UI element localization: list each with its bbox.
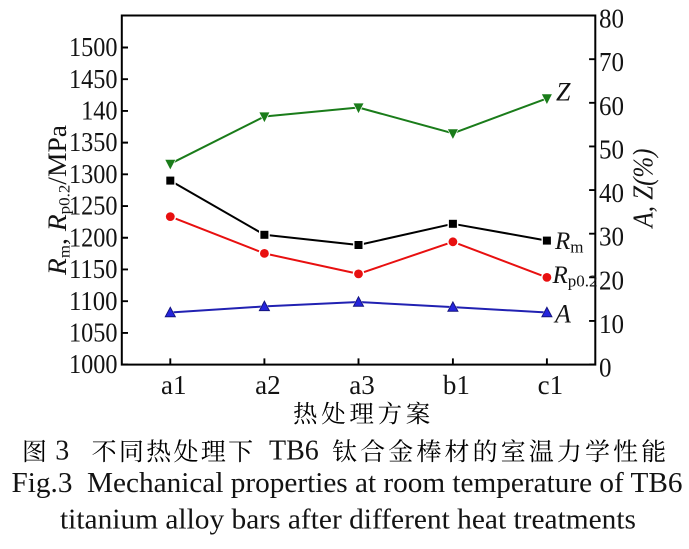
svg-text:1350: 1350 <box>69 127 118 157</box>
svg-text:60: 60 <box>599 91 624 121</box>
svg-text:40: 40 <box>599 178 624 208</box>
svg-text:30: 30 <box>599 222 624 252</box>
svg-text:Rm: Rm <box>554 228 584 257</box>
svg-text:1050: 1050 <box>69 318 118 348</box>
svg-text:TB6: TB6 <box>269 436 319 467</box>
svg-text:titanium alloy bars after diff: titanium alloy bars after different heat… <box>60 505 636 536</box>
svg-text:Fig.3 Mechanical properties a: Fig.3 Mechanical properties at room temp… <box>12 468 683 499</box>
svg-text:b1: b1 <box>443 370 470 400</box>
svg-text:a3: a3 <box>349 370 374 400</box>
svg-text:50: 50 <box>599 134 624 164</box>
svg-text:0: 0 <box>599 353 612 383</box>
svg-text:Rp0.2: Rp0.2 <box>552 262 598 291</box>
svg-text:1100: 1100 <box>69 286 118 316</box>
svg-text:1450: 1450 <box>69 64 118 94</box>
svg-text:1150: 1150 <box>69 254 118 284</box>
svg-text:140: 140 <box>81 96 117 126</box>
svg-text:1000: 1000 <box>69 349 118 379</box>
svg-text:A: A <box>553 300 571 329</box>
svg-text:c1: c1 <box>538 370 563 400</box>
svg-text:80: 80 <box>599 4 624 34</box>
svg-text:Rm, Rp0.2/MPa: Rm, Rp0.2/MPa <box>43 125 74 277</box>
svg-text:a2: a2 <box>255 370 280 400</box>
svg-text:Z: Z <box>556 78 571 107</box>
svg-text:70: 70 <box>599 47 624 77</box>
svg-text:A, Z(%): A, Z(%) <box>627 149 659 230</box>
svg-text:20: 20 <box>599 265 624 295</box>
svg-text:1200: 1200 <box>69 222 118 252</box>
svg-text:1500: 1500 <box>69 32 118 62</box>
svg-text:a1: a1 <box>161 370 186 400</box>
svg-text:1250: 1250 <box>69 191 118 221</box>
svg-text:10: 10 <box>599 309 624 339</box>
svg-text:3: 3 <box>55 436 69 467</box>
svg-text:1300: 1300 <box>69 159 118 189</box>
